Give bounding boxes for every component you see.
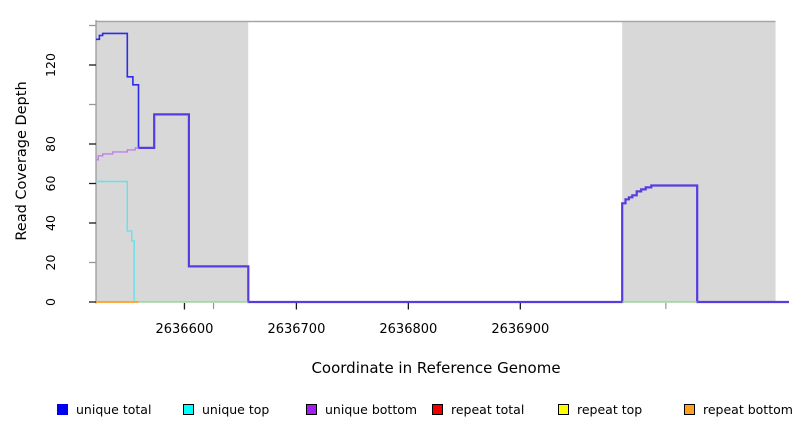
x-tick-label: 2636900: [491, 322, 549, 337]
y-tick-label: 120: [43, 53, 58, 77]
series-line-unique-bottom: [138, 113, 789, 304]
series-line-unique-bottom: [96, 147, 139, 161]
repeat-bottom-swatch-icon: [684, 403, 695, 415]
y-tick-label: 40: [43, 215, 58, 231]
legend-label: repeat top: [577, 401, 643, 417]
legend-item-repeat-bottom: repeat bottom: [684, 401, 792, 417]
x-tick-label: 2636600: [155, 322, 213, 337]
legend-label: unique total: [76, 401, 152, 417]
y-tick-label: 80: [43, 136, 58, 152]
repeat-region-left: [96, 22, 249, 302]
legend-label: repeat bottom: [703, 401, 792, 417]
legend-item-repeat-top: repeat top: [558, 401, 642, 417]
unique-total-swatch-icon: [57, 403, 68, 415]
series-line-unique-top: [96, 180, 135, 302]
unique-bottom-swatch-icon: [306, 403, 317, 415]
unique-top-swatch-icon: [183, 403, 194, 415]
legend-item-unique-bottom: unique bottom: [306, 401, 417, 417]
x-tick-label: 2636700: [267, 322, 325, 337]
y-axis-title: Read Coverage Depth: [14, 81, 30, 241]
y-tick-label: 20: [43, 255, 58, 271]
repeat-region-right: [622, 22, 776, 302]
x-axis-title: Coordinate in Reference Genome: [311, 359, 561, 377]
legend-item-unique-total: unique total: [57, 401, 151, 417]
y-tick-label: 60: [43, 176, 58, 192]
legend-item-unique-top: unique top: [183, 401, 269, 417]
y-tick-label: 0: [43, 298, 58, 306]
legend-label: repeat total: [451, 401, 525, 417]
legend-item-repeat-total: repeat total: [432, 401, 524, 417]
legend: unique total unique top unique bottom re…: [0, 401, 792, 419]
repeat-top-swatch-icon: [558, 403, 569, 415]
repeat-total-swatch-icon: [432, 403, 443, 415]
legend-label: unique bottom: [325, 401, 418, 417]
x-tick-label: 2636800: [379, 322, 437, 337]
legend-label: unique top: [202, 401, 270, 417]
